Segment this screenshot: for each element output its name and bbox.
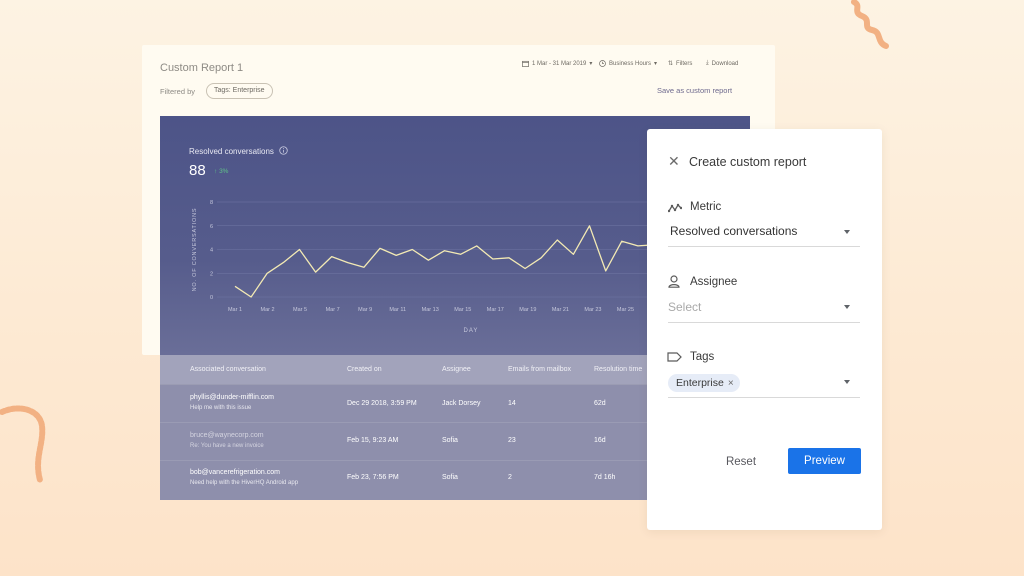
created-on: Feb 15, 9:23 AM: [347, 437, 399, 444]
x-tick-label: Mar 13: [422, 307, 439, 313]
x-tick-label: Mar 15: [454, 307, 471, 313]
download-label: Download: [711, 60, 739, 67]
x-tick-label: Mar 5: [293, 307, 307, 313]
conversation-email: phyllis@dunder-mifflin.com: [190, 394, 275, 401]
y-tick-label: 0: [210, 295, 213, 301]
row-divider: [160, 422, 750, 423]
x-tick-label: Mar 19: [519, 307, 536, 313]
chevron-down-icon: [844, 380, 850, 384]
created-on: Feb 23, 7:56 PM: [347, 474, 399, 481]
clock-icon: [599, 60, 606, 67]
series-line: [234, 225, 655, 298]
date-range-picker[interactable]: 1 Mar - 31 Mar 2019 ▾: [522, 60, 592, 67]
column-header-resolution[interactable]: Resolution time: [594, 366, 643, 373]
filters-button[interactable]: ⇅ Filters: [668, 60, 693, 68]
emails-count: 23: [508, 437, 516, 444]
x-tick-label: Mar 17: [487, 307, 504, 313]
squiggle-decoration-left: [0, 405, 46, 483]
report-title: Custom Report 1: [160, 62, 244, 74]
column-header-created[interactable]: Created on: [347, 366, 382, 373]
chevron-down-icon: [844, 305, 850, 309]
conversation-subject: Re: You have a new invoice: [190, 443, 264, 449]
emails-count: 2: [508, 474, 512, 481]
conversation-email: bruce@waynecorp.com: [190, 432, 264, 439]
x-tick-label: Mar 1: [228, 307, 242, 313]
column-header-conversation[interactable]: Associated conversation: [190, 366, 266, 373]
filters-label: Filters: [676, 60, 693, 67]
assignee: Sofia: [442, 474, 458, 481]
x-tick-label: Mar 9: [358, 307, 372, 313]
conversation-subject: Help me with this issue: [190, 405, 252, 411]
resolution-time: 7d 16h: [594, 474, 616, 481]
hours-picker[interactable]: Business Hours ▾: [599, 60, 657, 67]
x-tick-label: Mar 7: [326, 307, 340, 313]
x-axis-label: DAY: [464, 328, 479, 334]
chevron-down-icon: [844, 230, 850, 234]
person-icon: [668, 275, 680, 288]
tag-icon: [667, 352, 682, 362]
y-tick-label: 2: [210, 271, 213, 277]
chevron-down-icon: ▾: [589, 61, 593, 67]
tags-field-underline: [668, 397, 860, 398]
x-tick-label: Mar 2: [261, 307, 275, 313]
download-icon: ⤓: [706, 60, 709, 66]
metric-value: 88: [189, 162, 206, 179]
conversation-email: bob@vancerefrigeration.com: [190, 469, 280, 476]
assignee-field-underline: [668, 322, 860, 323]
metric-title: Resolved conversations: [189, 146, 288, 156]
filter-icon: ⇅: [668, 61, 674, 67]
metric-field-underline: [668, 246, 860, 247]
x-tick-label: Mar 25: [617, 307, 634, 313]
x-tick-label: Mar 11: [389, 307, 406, 313]
metric-label: Metric: [690, 201, 722, 213]
resolution-time: 62d: [594, 400, 606, 407]
resolution-time: 16d: [594, 437, 606, 444]
assignee-label: Assignee: [690, 276, 738, 288]
metric-delta: ↑ 3%: [214, 168, 229, 175]
emails-count: 14: [508, 400, 516, 407]
filtered-by-label: Filtered by: [160, 87, 196, 96]
tag-chip-enterprise: Enterprise ×: [668, 374, 740, 392]
filter-tag-pill[interactable]: Tags: Enterprise: [206, 83, 273, 99]
remove-tag-icon[interactable]: ×: [727, 377, 734, 389]
metric-select-value: Resolved conversations: [670, 224, 798, 238]
x-tick-label: Mar 21: [552, 307, 569, 313]
date-range-label: 1 Mar - 31 Mar 2019: [532, 60, 587, 67]
assignee: Jack Dorsey: [442, 400, 481, 407]
y-tick-label: 4: [210, 248, 213, 254]
save-as-custom-report-link[interactable]: Save as custom report: [657, 86, 733, 95]
calendar-icon: [522, 60, 529, 67]
squiggle-decoration-top-right: [851, 0, 889, 49]
assignee-select-placeholder: Select: [668, 300, 702, 314]
info-icon: [279, 146, 288, 155]
y-tick-label: 6: [210, 224, 213, 230]
y-tick-label: 8: [210, 200, 213, 206]
row-divider: [160, 460, 750, 461]
reset-button[interactable]: Reset: [725, 456, 757, 468]
tags-label: Tags: [690, 351, 715, 363]
conversation-subject: Need help with the HiverHQ Android app: [190, 480, 299, 486]
download-button[interactable]: ⤓ Download: [706, 60, 738, 67]
chevron-down-icon: ▾: [654, 61, 658, 67]
close-icon[interactable]: ✕: [668, 153, 680, 169]
column-header-assignee[interactable]: Assignee: [442, 366, 471, 373]
metric-icon: [668, 203, 682, 213]
arrow-up-icon: ↑: [214, 168, 218, 175]
created-on: Dec 29 2018, 3:59 PM: [347, 400, 417, 407]
assignee: Sofia: [442, 437, 458, 444]
x-tick-label: Mar 23: [584, 307, 601, 313]
hours-label: Business Hours: [609, 60, 652, 67]
column-header-emails[interactable]: Emails from mailbox: [508, 366, 572, 373]
preview-button[interactable]: Preview: [788, 448, 861, 474]
panel-title: Create custom report: [689, 155, 807, 169]
y-axis-label: NO. OF CONVERSATIONS: [192, 208, 198, 292]
